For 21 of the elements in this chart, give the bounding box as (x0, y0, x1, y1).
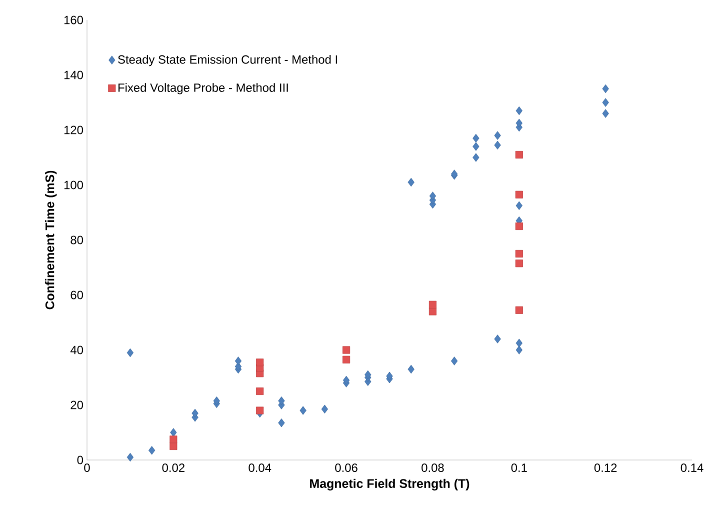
y-tick-label: 120 (64, 126, 84, 134)
x-tick-label: 0.06 (335, 464, 358, 472)
x-tick-label: 0.12 (594, 464, 617, 472)
y-tick-label: 100 (64, 180, 84, 190)
x-tick-label: 0.1 (511, 464, 527, 472)
legend-label: Steady State Emission Current - Method I (118, 54, 337, 66)
y-tick-label: 60 (70, 290, 84, 300)
y-tick-label: 40 (70, 346, 84, 354)
x-tick-label: 0.14 (680, 464, 704, 472)
y-tick-label: 160 (64, 16, 84, 24)
y-tick-label: 140 (64, 70, 84, 80)
y-axis-title: Confinement Time (mS) (45, 170, 57, 310)
x-axis-title: Magnetic Field Strength (T) (310, 478, 470, 490)
x-tick-label: 0.04 (248, 464, 272, 472)
y-tick-label: 0 (77, 456, 84, 464)
y-tick-label: 80 (70, 236, 84, 244)
x-tick-label: 0.08 (422, 464, 444, 472)
x-tick-label: 0 (84, 464, 90, 472)
y-tick-label: 20 (70, 400, 84, 410)
x-tick-label: 0.02 (162, 464, 184, 472)
legend-label: Fixed Voltage Probe - Method III (118, 83, 288, 94)
